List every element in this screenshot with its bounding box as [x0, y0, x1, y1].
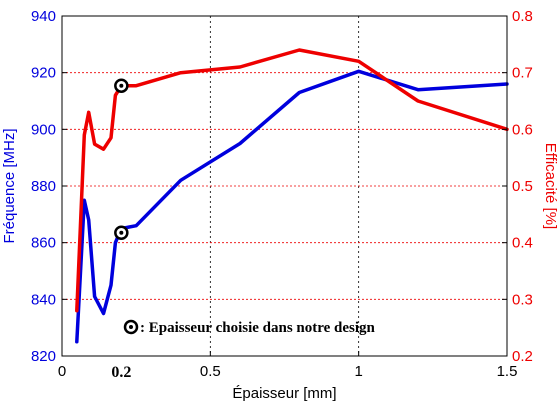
- x-axis-label: Épaisseur [mm]: [232, 385, 336, 402]
- markers-layer: [114, 78, 129, 240]
- y-right-tick-label: 0.2: [512, 348, 533, 365]
- chosen-thickness-marker-dot: [119, 83, 124, 88]
- y-left-tick-label: 820: [31, 348, 56, 365]
- y-axis-right-label: Efficacité [%]: [542, 143, 557, 229]
- y-left-tick-label: 880: [31, 178, 56, 195]
- y-left-tick-label: 900: [31, 121, 56, 138]
- grid: [62, 16, 507, 356]
- labels-layer: Épaisseur [mm] Fréquence [MHz] Efficacit…: [1, 128, 557, 402]
- y-left-tick-label: 920: [31, 65, 56, 82]
- y-right-tick-label: 0.4: [512, 235, 533, 252]
- x-tick-label: 1.5: [497, 363, 518, 380]
- y-left-tick-label: 860: [31, 235, 56, 252]
- annotation-marker-dot: [129, 325, 133, 329]
- y-right-tick-label: 0.3: [512, 291, 533, 308]
- y-left-tick-label: 840: [31, 291, 56, 308]
- plot-frame: [61, 15, 508, 357]
- x-tick-label: 0: [58, 363, 66, 380]
- y-right-tick-label: 0.5: [512, 178, 533, 195]
- series-layer: [75, 48, 509, 344]
- legend-annotation: : Epaisseur choisie dans notre design: [123, 319, 376, 336]
- y-axis-left-label: Fréquence [MHz]: [1, 128, 18, 243]
- x-tick-label: 0.5: [200, 363, 221, 380]
- x-tick-label: 1: [354, 363, 362, 380]
- y-right-tick-label: 0.6: [512, 121, 533, 138]
- annotation-text: : Epaisseur choisie dans notre design: [140, 320, 376, 336]
- y-left-tick-label: 940: [31, 8, 56, 25]
- y-right-tick-label: 0.7: [512, 65, 533, 82]
- chosen-thickness-marker-dot: [119, 230, 124, 235]
- ticks-layer: 820 840 860 880 900 920 940 0.2 0.3 0.4 0.5 0.6 0.7 0…: [31, 8, 533, 381]
- x-tick-label-special: 0.2: [111, 364, 131, 381]
- series-line-frequency: [75, 69, 509, 344]
- y-right-tick-label: 0.8: [512, 8, 533, 25]
